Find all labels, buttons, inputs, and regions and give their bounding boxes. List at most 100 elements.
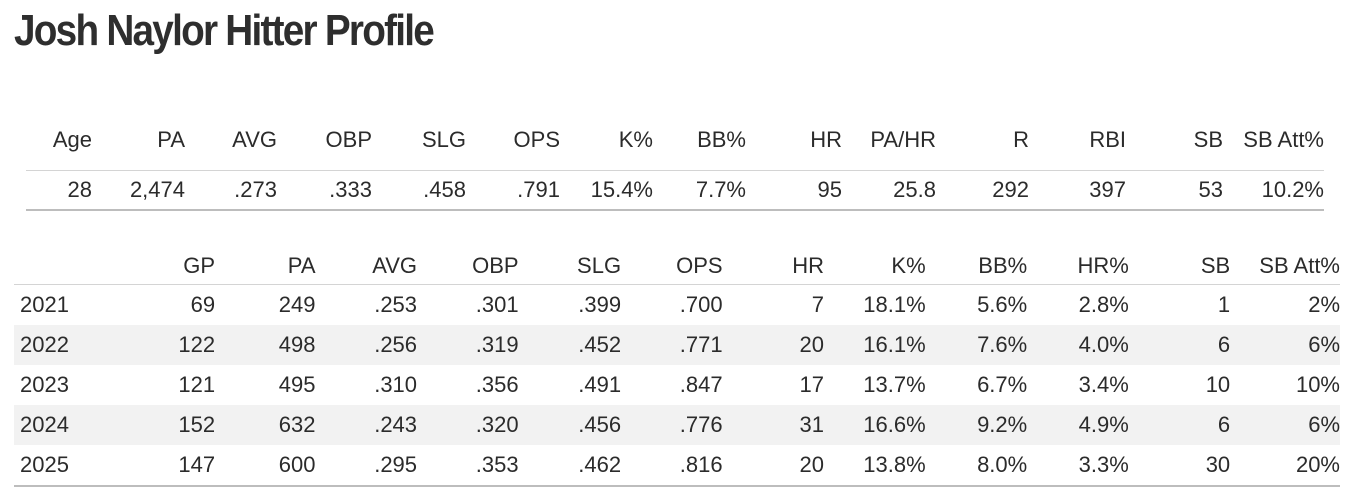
career-value-obp: .333: [277, 170, 372, 211]
cell-bb-pct: 9.2%: [925, 405, 1028, 445]
table-row: 2023 121 495 .310 .356 .491 .847 17 13.7…: [14, 365, 1340, 405]
career-value-avg: .273: [185, 170, 277, 211]
col-header-gp: GP: [119, 248, 216, 285]
col-header-pa-per-hr: PA/HR: [870, 127, 936, 152]
career-value-rbi: 397: [1029, 170, 1126, 211]
col-header-k-pct: K%: [618, 127, 653, 152]
cell-avg: .243: [315, 405, 418, 445]
col-header-k-pct: K%: [824, 248, 926, 285]
cell-k-pct: 16.6%: [824, 405, 926, 445]
col-header-ops: OPS: [621, 248, 723, 285]
career-values-row: 28 2,474 .273 .333 .458 .791 15.4% 7.7% …: [26, 170, 1324, 211]
cell-avg: .295: [315, 445, 418, 487]
col-header-obp: OBP: [417, 248, 519, 285]
career-value-runs: 292: [936, 170, 1029, 211]
cell-obp: .319: [417, 325, 519, 365]
cell-sb: 30: [1128, 445, 1231, 487]
table-row: 2025 147 600 .295 .353 .462 .816 20 13.8…: [14, 445, 1340, 487]
cell-hr-pct: 4.0%: [1027, 325, 1129, 365]
cell-bb-pct: 6.7%: [977, 372, 1028, 397]
season-year: 2021: [20, 292, 69, 317]
cell-hr: 20: [722, 325, 824, 365]
cell-sb-att-pct: 20%: [1230, 445, 1340, 487]
cell-sb: 10: [1205, 372, 1231, 397]
cell-pa: 495: [278, 372, 316, 397]
season-header-row: GP PA AVG OBP SLG OPS HR K% BB% HR% SB S…: [14, 248, 1340, 285]
table-row: 2022 122 498 .256 .319 .452 .771 20 16.1…: [14, 325, 1340, 365]
cell-hr-pct: 3.3%: [1027, 445, 1129, 487]
career-summary-table: Age PA AVG OBP SLG OPS K% BB% HR PA/HR R…: [26, 110, 1324, 211]
col-header-year: [14, 248, 120, 285]
cell-gp: 147: [119, 445, 216, 487]
col-header-hr: HR: [722, 248, 824, 285]
cell-hr: 17: [799, 372, 824, 397]
col-header-sb-att-pct: SB Att%: [1230, 248, 1340, 285]
cell-gp: 69: [190, 292, 216, 317]
page-title: Josh Naylor Hitter Profile: [14, 6, 435, 55]
cell-k-pct: 13.8%: [824, 445, 926, 487]
cell-avg: .256: [315, 325, 418, 365]
cell-hr: 31: [722, 405, 824, 445]
cell-slg: .462: [518, 445, 622, 487]
cell-sb: 1: [1217, 292, 1231, 317]
col-header-bb-pct: BB%: [697, 127, 746, 152]
cell-slg: .452: [518, 325, 622, 365]
table-row: 2021 69 249 .253 .301 .399 .700 7 18.1% …: [14, 285, 1340, 326]
cell-sb-att-pct: 6%: [1230, 325, 1340, 365]
season-year: 2022: [14, 325, 120, 365]
career-value-ops: .791: [466, 170, 560, 211]
cell-hr: 7: [811, 292, 824, 317]
col-header-sb: SB: [1128, 248, 1231, 285]
cell-obp: .320: [417, 405, 519, 445]
cell-ops: .776: [621, 405, 723, 445]
cell-bb-pct: 7.6%: [925, 325, 1028, 365]
career-value-hr: 95: [746, 170, 842, 211]
cell-sb-att-pct: 2%: [1308, 292, 1340, 317]
col-header-slg: SLG: [518, 248, 622, 285]
cell-pa: 632: [215, 405, 316, 445]
cell-pa: 498: [215, 325, 316, 365]
cell-sb-att-pct: 6%: [1230, 405, 1340, 445]
cell-k-pct: 18.1%: [863, 292, 926, 317]
col-header-obp: OBP: [325, 127, 372, 152]
cell-gp: 152: [119, 405, 216, 445]
col-header-age: Age: [52, 127, 92, 152]
cell-gp: 122: [119, 325, 216, 365]
cell-avg: .253: [374, 292, 418, 317]
cell-pa: 600: [215, 445, 316, 487]
season-stats-table: GP PA AVG OBP SLG OPS HR K% BB% HR% SB S…: [14, 248, 1340, 487]
career-header-row: Age PA AVG OBP SLG OPS K% BB% HR PA/HR R…: [26, 110, 1324, 171]
col-header-pa: PA: [215, 248, 316, 285]
career-value-slg: .458: [372, 170, 466, 211]
cell-bb-pct: 5.6%: [977, 292, 1028, 317]
career-value-age: 28: [26, 170, 92, 211]
cell-sb: 6: [1128, 405, 1231, 445]
col-header-avg: AVG: [315, 248, 418, 285]
col-header-hr: HR: [810, 127, 842, 152]
career-value-sb-att-pct: 10.2%: [1223, 170, 1324, 211]
cell-ops: .847: [679, 372, 723, 397]
cell-obp: .353: [417, 445, 519, 487]
cell-hr: 20: [722, 445, 824, 487]
cell-obp: .356: [475, 372, 519, 397]
cell-hr-pct: 3.4%: [1078, 372, 1129, 397]
career-value-k-pct: 15.4%: [560, 170, 653, 211]
cell-sb-att-pct: 10%: [1295, 372, 1340, 397]
cell-bb-pct: 8.0%: [925, 445, 1028, 487]
cell-slg: .456: [518, 405, 622, 445]
cell-k-pct: 16.1%: [824, 325, 926, 365]
col-header-hr-pct: HR%: [1027, 248, 1129, 285]
cell-ops: .816: [621, 445, 723, 487]
season-year: 2025: [14, 445, 120, 487]
career-value-pa-per-hr: 25.8: [842, 170, 936, 211]
cell-avg: .310: [374, 372, 418, 397]
cell-sb: 6: [1128, 325, 1231, 365]
cell-k-pct: 13.7%: [863, 372, 926, 397]
cell-hr-pct: 4.9%: [1027, 405, 1129, 445]
season-year: 2023: [20, 372, 69, 397]
cell-ops: .771: [621, 325, 723, 365]
cell-pa: 249: [278, 292, 316, 317]
cell-slg: .491: [578, 372, 622, 397]
col-header-sb-att-pct: SB Att%: [1243, 127, 1324, 152]
season-year: 2024: [14, 405, 120, 445]
